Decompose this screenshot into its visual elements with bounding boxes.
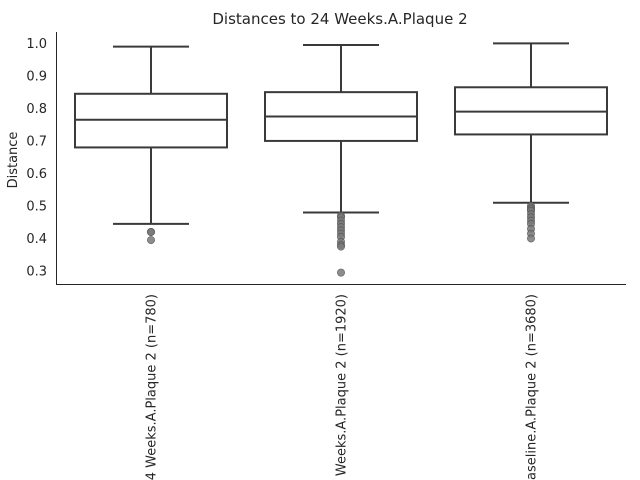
outlier-point <box>336 242 345 251</box>
x-tick-label: 4 Weeks.A.Plaque 2 (n=1920) <box>335 294 350 480</box>
y-tick-labels: 0.3 0.4 0.5 0.6 0.7 0.8 0.9 1.0 <box>26 37 47 280</box>
outlier-point <box>527 234 536 243</box>
y-tick-label: 0.3 <box>26 264 47 279</box>
box-group <box>454 42 608 243</box>
y-tick-label: 0.5 <box>26 199 47 214</box>
y-tick-label: 0.8 <box>26 102 47 117</box>
outlier-point <box>336 268 345 277</box>
y-tick-label: 0.7 <box>26 134 47 149</box>
y-tick-label: 0.4 <box>26 232 47 247</box>
y-tick-label: 0.9 <box>26 69 47 84</box>
outlier-point <box>146 236 155 245</box>
x-tick-label: 24 Weeks.A.Plaque 2 (n=780) <box>145 294 160 480</box>
y-tick-label: 1.0 <box>26 37 47 52</box>
chart-title: Distances to 24 Weeks.A.Plaque 2 <box>212 10 467 28</box>
y-axis-label: Distance <box>6 132 21 189</box>
y-tick-label: 0.6 <box>26 167 47 182</box>
outlier-point <box>146 227 155 236</box>
box-group <box>74 45 228 245</box>
boxes-layer <box>74 42 608 277</box>
x-tick-label: Baseline.A.Plaque 2 (n=3680) <box>525 294 540 480</box>
x-tick-labels: 24 Weeks.A.Plaque 2 (n=780) 4 Weeks.A.Pla… <box>145 294 540 480</box>
box-group <box>264 44 418 277</box>
